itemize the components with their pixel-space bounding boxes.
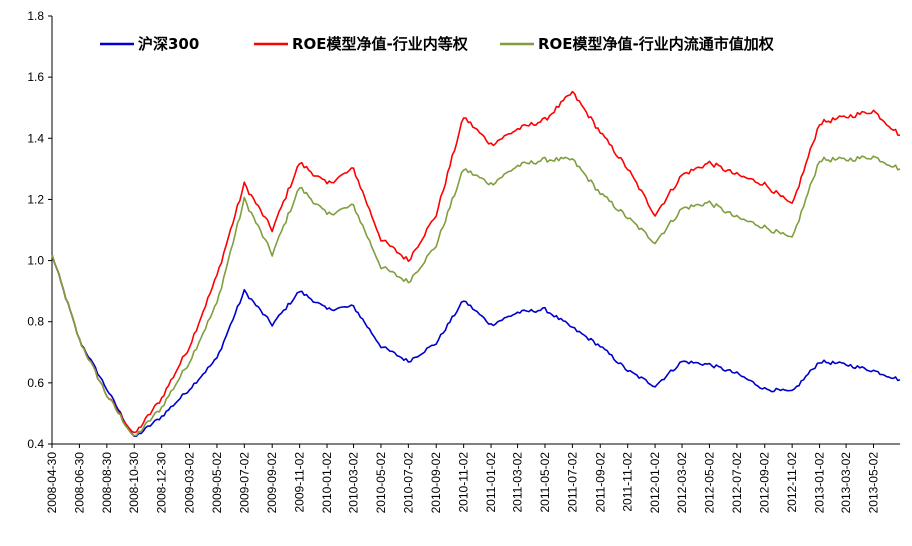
x-tick-label: 2013-03-02 [839, 452, 853, 514]
x-tick-label: 2008-12-30 [155, 452, 169, 514]
x-tick-label: 2013-05-02 [866, 452, 880, 514]
x-tick-label: 2011-01-02 [484, 452, 498, 513]
y-axis-ticks: 0.4 0.6 0.8 1.0 1.2 1.4 1.6 1.8 [27, 9, 52, 451]
series-lines [51, 90, 901, 438]
y-tick-label: 1.6 [27, 70, 44, 84]
x-tick-label: 2012-01-02 [648, 452, 662, 514]
x-tick-label: 2010-05-02 [374, 452, 388, 514]
x-tick-label: 2009-09-02 [265, 452, 279, 514]
y-tick-label: 0.8 [27, 315, 44, 329]
x-tick-label: 2012-05-02 [702, 452, 716, 514]
series-line-1 [51, 90, 901, 434]
x-tick-label: 2012-07-02 [730, 452, 744, 514]
legend-label-1: ROE模型净值-行业内等权 [292, 35, 469, 53]
y-tick-label: 1.0 [27, 254, 44, 268]
x-tick-label: 2010-03-02 [347, 452, 361, 514]
legend-label-0: 沪深300 [138, 35, 199, 53]
x-tick-label: 2009-07-02 [237, 452, 251, 514]
x-tick-label: 2011-05-02 [538, 452, 552, 513]
x-tick-label: 2011-11-02 [621, 452, 635, 512]
legend: 沪深300 ROE模型净值-行业内等权 ROE模型净值-行业内流通市值加权 [100, 35, 775, 53]
y-tick-label: 1.2 [27, 192, 44, 206]
x-tick-label: 2010-11-02 [457, 452, 471, 513]
x-tick-label: 2011-09-02 [593, 452, 607, 513]
y-tick-label: 1.4 [27, 131, 44, 145]
x-tick-label: 2008-06-30 [72, 452, 86, 514]
x-axis-ticks: 2008-04-30 2008-06-30 2008-08-30 2008-10-30… [45, 444, 880, 513]
x-tick-label: 2009-11-02 [293, 452, 307, 513]
x-tick-label: 2012-11-02 [785, 452, 799, 513]
y-tick-label: 0.6 [27, 376, 44, 390]
x-tick-label: 2012-09-02 [758, 452, 772, 514]
series-line-0 [51, 254, 901, 438]
x-tick-label: 2012-03-02 [675, 452, 689, 514]
x-tick-label: 2009-03-02 [183, 452, 197, 514]
x-tick-label: 2013-01-02 [813, 452, 827, 514]
x-tick-label: 2009-05-02 [210, 452, 224, 514]
x-tick-label: 2010-07-02 [401, 452, 415, 514]
y-tick-label: 1.8 [27, 9, 44, 23]
x-tick-label: 2008-08-30 [100, 452, 114, 514]
x-tick-label: 2008-10-30 [127, 452, 141, 514]
legend-label-2: ROE模型净值-行业内流通市值加权 [538, 35, 775, 53]
x-tick-label: 2008-04-30 [45, 452, 59, 514]
x-tick-label: 2010-01-02 [320, 452, 334, 514]
x-tick-label: 2011-03-02 [511, 452, 525, 513]
x-tick-label: 2011-07-02 [565, 452, 579, 513]
series-line-2 [51, 155, 901, 437]
x-tick-label: 2010-09-02 [429, 452, 443, 514]
y-tick-label: 0.4 [27, 437, 44, 451]
